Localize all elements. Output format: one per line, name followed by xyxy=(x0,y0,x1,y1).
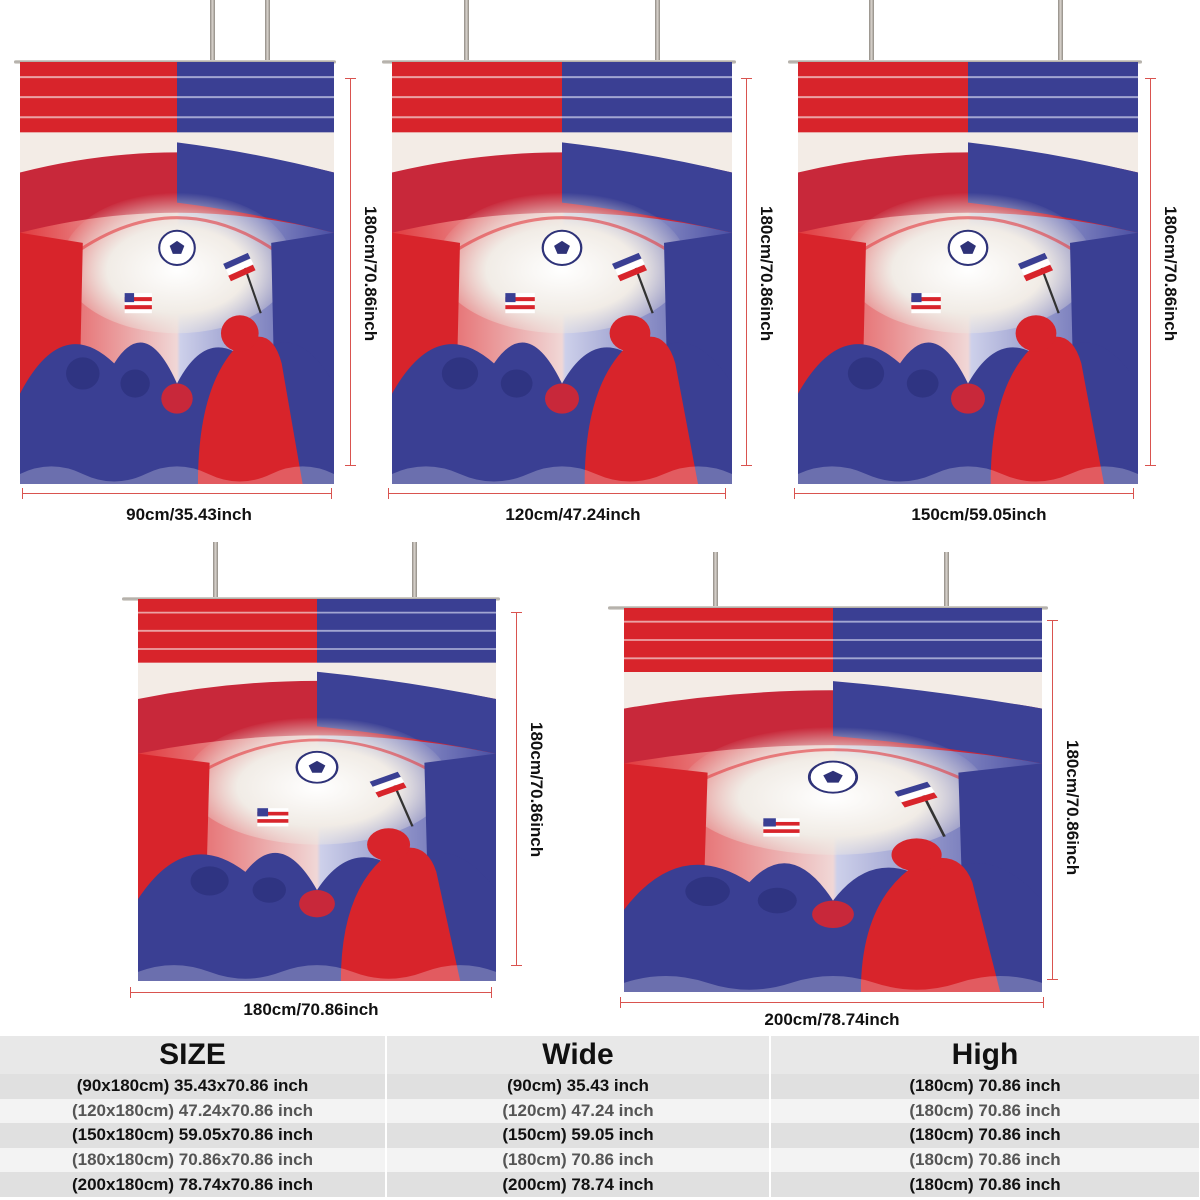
cell-high: (180cm) 70.86 inch xyxy=(770,1123,1200,1148)
table-row: (200x180cm) 78.74x70.86 inch (200cm) 78.… xyxy=(0,1172,1200,1197)
height-dimension-line xyxy=(741,78,752,466)
header-high: High xyxy=(770,1036,1200,1074)
cell-high: (180cm) 70.86 inch xyxy=(770,1147,1200,1173)
curtain-artwork xyxy=(138,599,496,981)
cell-wide: (200cm) 78.74 inch xyxy=(386,1172,771,1197)
cell-size: (180x180cm) 70.86x70.86 inch xyxy=(0,1147,387,1173)
cell-high: (180cm) 70.86 inch xyxy=(770,1074,1200,1099)
width-dimension-line xyxy=(620,997,1044,1008)
curtain-artwork xyxy=(798,62,1138,484)
hanger-pole xyxy=(210,0,215,60)
width-label: 180cm/70.86inch xyxy=(243,1000,379,1019)
table-row: (180x180cm) 70.86x70.86 inch (180cm) 70.… xyxy=(0,1147,1200,1173)
curtain-artwork xyxy=(392,62,732,484)
cell-wide: (180cm) 70.86 inch xyxy=(386,1147,771,1173)
height-dimension-line xyxy=(1145,78,1156,466)
shower-curtain-150 xyxy=(798,62,1138,484)
height-label: 180cm/70.86inch xyxy=(1161,206,1180,342)
cell-size: (150x180cm) 59.05x70.86 inch xyxy=(0,1123,387,1148)
hanger-pole xyxy=(464,0,469,60)
cell-wide: (90cm) 35.43 inch xyxy=(386,1074,771,1099)
width-label: 200cm/78.74inch xyxy=(764,1010,900,1029)
width-dimension-line xyxy=(130,987,492,998)
height-dimension-line xyxy=(345,78,356,466)
width-dimension-line xyxy=(22,488,332,499)
width-label: 120cm/47.24inch xyxy=(505,505,641,524)
cell-size: (90x180cm) 35.43x70.86 inch xyxy=(0,1074,387,1099)
shower-curtain-120 xyxy=(392,62,732,484)
width-label: 90cm/35.43inch xyxy=(126,505,252,524)
cell-size: (120x180cm) 47.24x70.86 inch xyxy=(0,1098,387,1124)
header-size: SIZE xyxy=(0,1036,387,1074)
table-row: (150x180cm) 59.05x70.86 inch (150cm) 59.… xyxy=(0,1123,1200,1148)
hanger-pole xyxy=(412,542,417,597)
height-label: 180cm/70.86inch xyxy=(757,206,776,342)
curtain-artwork xyxy=(624,608,1042,992)
hanger-pole xyxy=(944,552,949,607)
shower-curtain-200 xyxy=(624,608,1042,992)
header-wide: Wide xyxy=(386,1036,771,1074)
cell-wide: (150cm) 59.05 inch xyxy=(386,1123,771,1148)
curtain-artwork xyxy=(20,62,334,484)
table-header-row: SIZE Wide High xyxy=(0,1036,1200,1074)
size-table: SIZE Wide High (90x180cm) 35.43x70.86 in… xyxy=(0,1036,1200,1197)
hanger-pole xyxy=(1058,0,1063,60)
shower-curtain-90 xyxy=(20,62,334,484)
height-dimension-line xyxy=(1047,620,1058,980)
height-label: 180cm/70.86inch xyxy=(1063,740,1082,876)
cell-high: (180cm) 70.86 inch xyxy=(770,1098,1200,1124)
shower-curtain-180 xyxy=(138,599,496,981)
table-row: (90x180cm) 35.43x70.86 inch (90cm) 35.43… xyxy=(0,1074,1200,1099)
hanger-pole xyxy=(213,542,218,597)
table-row: (120x180cm) 47.24x70.86 inch (120cm) 47.… xyxy=(0,1098,1200,1124)
height-label: 180cm/70.86inch xyxy=(361,206,380,342)
cell-high: (180cm) 70.86 inch xyxy=(770,1172,1200,1197)
width-dimension-line xyxy=(794,488,1134,499)
hanger-pole xyxy=(713,552,718,607)
cell-size: (200x180cm) 78.74x70.86 inch xyxy=(0,1172,387,1197)
hanger-pole xyxy=(655,0,660,60)
height-dimension-line xyxy=(511,612,522,966)
width-dimension-line xyxy=(388,488,726,499)
width-label: 150cm/59.05inch xyxy=(911,505,1047,524)
hanger-pole xyxy=(869,0,874,60)
cell-wide: (120cm) 47.24 inch xyxy=(386,1098,771,1124)
height-label: 180cm/70.86inch xyxy=(527,722,546,858)
hanger-pole xyxy=(265,0,270,60)
